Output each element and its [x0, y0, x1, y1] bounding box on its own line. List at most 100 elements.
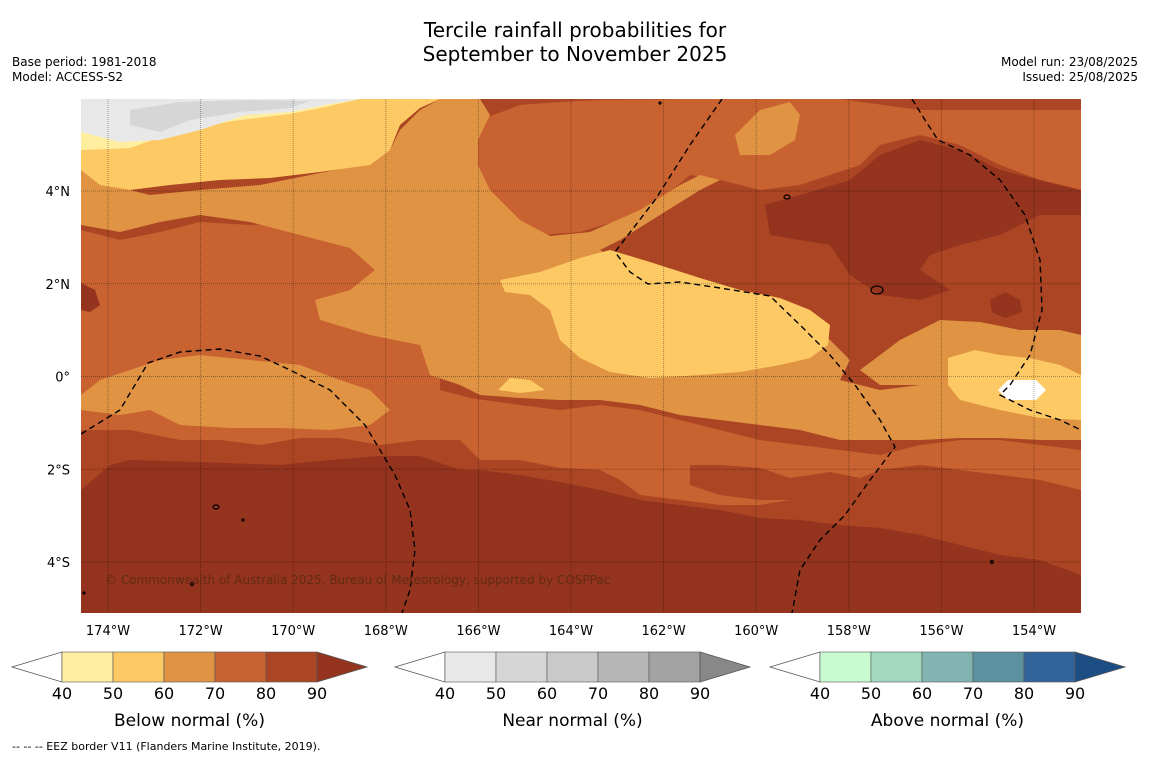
colorbar-segment	[819, 651, 872, 683]
colorbar-segment	[112, 651, 165, 683]
field-70-north	[470, 99, 1081, 235]
colorbar-tick: 40	[52, 684, 72, 703]
latitude-label: 4°N	[46, 185, 71, 200]
colorbar-segment	[61, 651, 114, 683]
field-50-small	[498, 378, 545, 393]
colorbar-segment	[444, 651, 497, 683]
colorbar-tick: 80	[639, 684, 659, 703]
colorbar-tick: 50	[103, 684, 123, 703]
islands	[82, 101, 995, 595]
field-50-central	[500, 250, 830, 378]
longitude-label: 168°W	[364, 624, 408, 639]
latitude-label: 2°N	[46, 278, 71, 293]
field-spot-east	[990, 292, 1022, 318]
colorbar-arrow-low	[393, 651, 446, 683]
longitude-label: 164°W	[549, 624, 593, 639]
longitude-label: 154°W	[1012, 624, 1056, 639]
graticule	[81, 99, 1081, 613]
title-line-1: Tercile rainfall probabilities for	[423, 18, 727, 42]
colorbar-segment	[597, 651, 650, 683]
colorbar-tick: 60	[537, 684, 557, 703]
island	[189, 581, 195, 587]
field-70	[81, 222, 1081, 505]
colorbar-tick: 80	[1014, 684, 1034, 703]
field-white	[998, 380, 1046, 400]
map-figure: © Commonwealth of Australia 2025, Bureau…	[10, 99, 1127, 731]
colorbar-tick: 90	[1065, 684, 1085, 703]
island	[658, 101, 662, 105]
colorbar-arrow-low	[768, 651, 821, 683]
field-60-west	[81, 355, 390, 430]
field-60-northeast	[735, 102, 800, 155]
longitude-label: 156°W	[919, 624, 963, 639]
eez-border-east	[911, 99, 1081, 431]
colorbar-arrow-high	[699, 651, 752, 683]
longitude-labels: 174°W 172°W 170°W 168°W 166°W 164°W 162°W 160°W…	[86, 624, 1056, 639]
colorbar-tick: 80	[256, 684, 276, 703]
colorbar-segment	[163, 651, 216, 683]
colorbar-label: Near normal (%)	[502, 711, 642, 731]
colorbar-segment	[1023, 651, 1076, 683]
colorbar: 40 50 60 70 80 90 Above normal (%)	[768, 651, 1127, 731]
colorbar-arrow-high	[316, 651, 369, 683]
island	[212, 504, 220, 510]
eez-border-west	[81, 348, 416, 613]
island	[241, 518, 245, 522]
colorbar-segment	[546, 651, 599, 683]
latitude-label: 4°S	[47, 556, 70, 571]
colorbar-label: Below normal (%)	[114, 711, 265, 731]
longitude-label: 166°W	[456, 624, 500, 639]
colorbar-arrow-high	[1074, 651, 1127, 683]
issued-date: Issued: 25/08/2025	[1022, 70, 1138, 84]
latitude-label: 2°S	[47, 463, 70, 478]
probability-field	[81, 99, 1081, 613]
island	[82, 591, 86, 595]
longitude-label: 170°W	[271, 624, 315, 639]
colorbars: 40 50 60 70 80 90 Below normal (%) 40 50 60 70 80 90…	[10, 651, 1127, 731]
base-period: Base period: 1981-2018	[12, 55, 157, 69]
latitude-label: 0°	[55, 371, 70, 386]
colorbar: 40 50 60 70 80 90 Below normal (%)	[10, 651, 369, 731]
longitude-label: 172°W	[179, 624, 223, 639]
colorbar-tick: 70	[205, 684, 225, 703]
colorbar-segment	[972, 651, 1025, 683]
map-title: Tercile rainfall probabilities for Septe…	[0, 18, 1150, 66]
colorbar-tick: 90	[690, 684, 710, 703]
copyright-notice: © Commonwealth of Australia 2025, Bureau…	[105, 573, 610, 587]
model-run: Model run: 23/08/2025	[1000, 55, 1138, 69]
meta-left: Base period: 1981-2018 Model: ACCESS-S2	[12, 55, 157, 85]
colorbar-segment	[265, 651, 318, 683]
island	[783, 194, 791, 200]
model-name: Model: ACCESS-S2	[12, 70, 124, 84]
longitude-label: 162°W	[642, 624, 686, 639]
field-90-northeast	[765, 140, 1081, 300]
colorbar: 40 50 60 70 80 90 Near normal (%)	[393, 651, 752, 731]
longitude-label: 174°W	[86, 624, 130, 639]
colorbar-segment	[214, 651, 267, 683]
colorbar-tick: 70	[963, 684, 983, 703]
longitude-label: 160°W	[734, 624, 778, 639]
colorbar-segment	[648, 651, 701, 683]
latitude-labels: 4°N 2°N 0° 2°S 4°S	[46, 185, 71, 571]
island	[870, 285, 884, 295]
near-normal-patch-inner	[130, 100, 310, 132]
colorbar-tick: 60	[154, 684, 174, 703]
colorbar-tick: 70	[588, 684, 608, 703]
meta-right: Model run: 23/08/2025 Issued: 25/08/2025	[1001, 55, 1138, 85]
colorbar-tick: 90	[307, 684, 327, 703]
field-90-south	[81, 456, 1081, 613]
colorbar-tick: 60	[912, 684, 932, 703]
colorbar-label: Above normal (%)	[871, 711, 1024, 731]
colorbar-segment	[921, 651, 974, 683]
colorbar-segment	[870, 651, 923, 683]
title-line-2: September to November 2025	[422, 42, 728, 66]
colorbar-arrow-low	[10, 651, 63, 683]
colorbar-tick: 50	[861, 684, 881, 703]
colorbar-tick: 40	[810, 684, 830, 703]
colorbar-tick: 40	[435, 684, 455, 703]
island	[989, 559, 995, 565]
longitude-label: 158°W	[827, 624, 871, 639]
eez-legend: -- -- -- EEZ border V11 (Flanders Marine…	[12, 740, 321, 753]
colorbar-segment	[495, 651, 548, 683]
eez-borders	[81, 99, 1081, 613]
